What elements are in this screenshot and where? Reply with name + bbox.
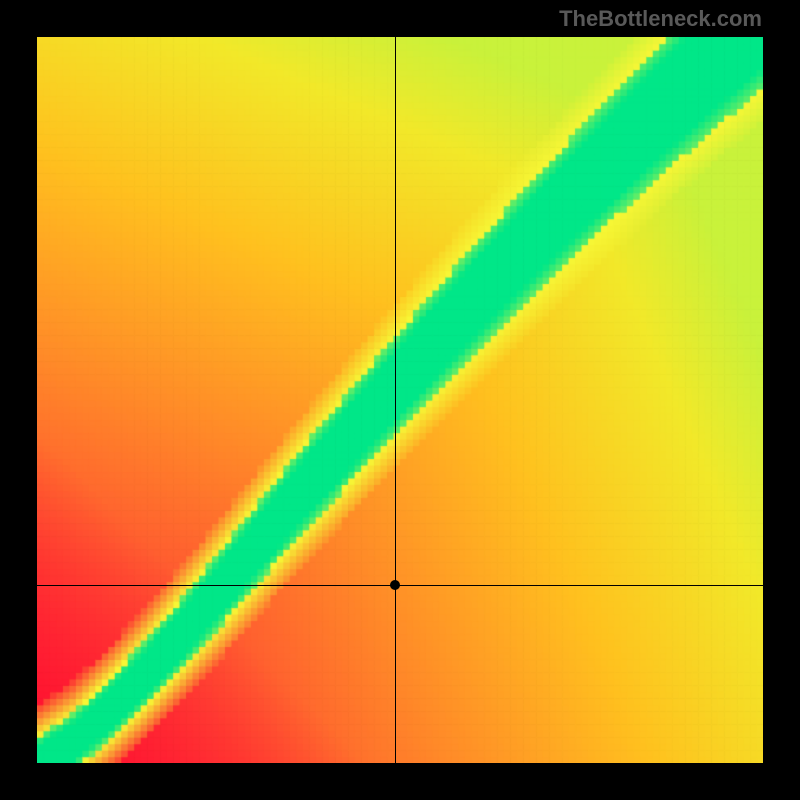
watermark-text: TheBottleneck.com [559, 6, 762, 32]
plot-area [37, 37, 763, 763]
crosshair-horizontal [37, 585, 763, 586]
crosshair-marker [390, 580, 400, 590]
chart-container: TheBottleneck.com [0, 0, 800, 800]
crosshair-vertical [395, 37, 396, 763]
heatmap-canvas [37, 37, 763, 763]
